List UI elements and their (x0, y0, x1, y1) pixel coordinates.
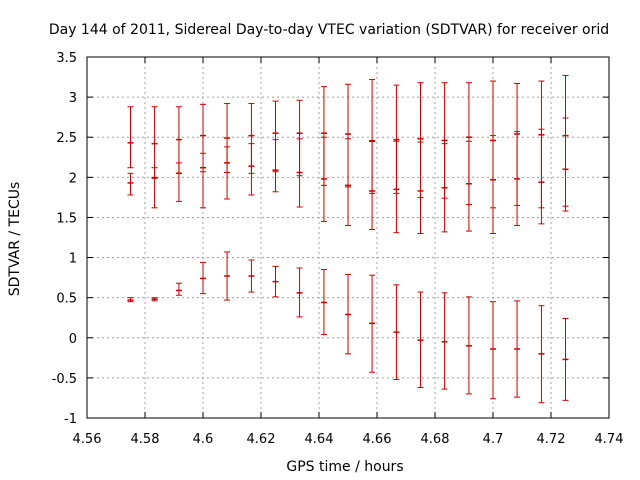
error-bar (369, 78, 376, 194)
error-bar (127, 297, 134, 303)
error-bar (296, 99, 303, 177)
x-tick-label: 4.6 (193, 432, 214, 447)
error-bar (393, 84, 400, 194)
error-bar (490, 80, 496, 209)
x-tick-label: 4.56 (73, 432, 102, 447)
error-bar (320, 86, 327, 186)
plot-border (86, 56, 610, 419)
error-bar (538, 305, 545, 404)
plot-frame (86, 56, 610, 419)
x-tick-label: 4.7 (483, 432, 504, 447)
y-tick-label: -0.5 (52, 372, 77, 387)
error-bar (320, 269, 327, 336)
x-tick-label: 4.68 (421, 432, 450, 447)
series-series-2 (127, 74, 569, 212)
y-tick-label: 0.5 (56, 292, 77, 307)
error-bar (248, 259, 255, 293)
error-bar (272, 265, 279, 298)
error-bar (417, 291, 424, 389)
error-bar (127, 172, 134, 196)
error-bar (538, 80, 545, 209)
error-bar (562, 318, 569, 401)
error-bar (441, 292, 448, 390)
x-tick-label: 4.74 (595, 432, 624, 447)
chart-title: Day 144 of 2011, Sidereal Day-to-day VTE… (49, 22, 609, 38)
y-axis-label: SDTVAR / TECUs (7, 182, 23, 297)
x-tick-label: 4.62 (247, 432, 276, 447)
y-tick-label: 1 (69, 252, 77, 267)
error-bar (417, 82, 424, 198)
error-bar (151, 297, 158, 302)
error-bar (151, 106, 158, 178)
x-tick-label: 4.72 (537, 432, 566, 447)
error-bar (224, 103, 231, 174)
error-bar (175, 282, 182, 296)
y-tick-label: -1 (64, 412, 77, 427)
y-tick-label: 0 (69, 332, 77, 347)
x-tick-label: 4.58 (131, 432, 160, 447)
error-bar (200, 261, 206, 295)
y-tick-label: 1.5 (56, 211, 77, 226)
data-marks (127, 74, 569, 404)
error-bar (490, 301, 496, 400)
error-bar (441, 82, 448, 199)
y-axis-ticks: -1 -0.5 0 0.5 1 1.5 2 2.5 3 3.5 (52, 51, 609, 427)
error-bar (296, 267, 303, 318)
error-bar (224, 251, 231, 301)
error-bar (248, 103, 255, 174)
error-bar (514, 82, 521, 206)
error-bar (272, 100, 279, 173)
y-tick-label: 2.5 (56, 131, 77, 146)
error-bar (345, 83, 351, 188)
series-series-3 (127, 251, 569, 404)
y-tick-label: 3 (69, 91, 77, 106)
x-tick-label: 4.64 (305, 432, 334, 447)
x-axis-ticks: 4.56 4.58 4.6 4.62 4.64 4.66 4.68 4.7 4.72 4.74 (73, 57, 624, 447)
error-bar (127, 106, 134, 169)
error-bar (465, 82, 472, 206)
x-tick-label: 4.66 (363, 432, 392, 447)
error-bar (514, 300, 521, 398)
y-tick-label: 3.5 (56, 51, 77, 66)
x-axis-label: GPS time / hours (286, 459, 403, 475)
y-tick-label: 2 (69, 171, 77, 186)
error-bar (200, 103, 206, 173)
error-bar (562, 74, 569, 212)
error-bar (345, 273, 351, 355)
error-bar (393, 284, 400, 380)
error-bar (465, 296, 472, 395)
error-bar (175, 106, 182, 174)
error-bar (369, 274, 376, 373)
